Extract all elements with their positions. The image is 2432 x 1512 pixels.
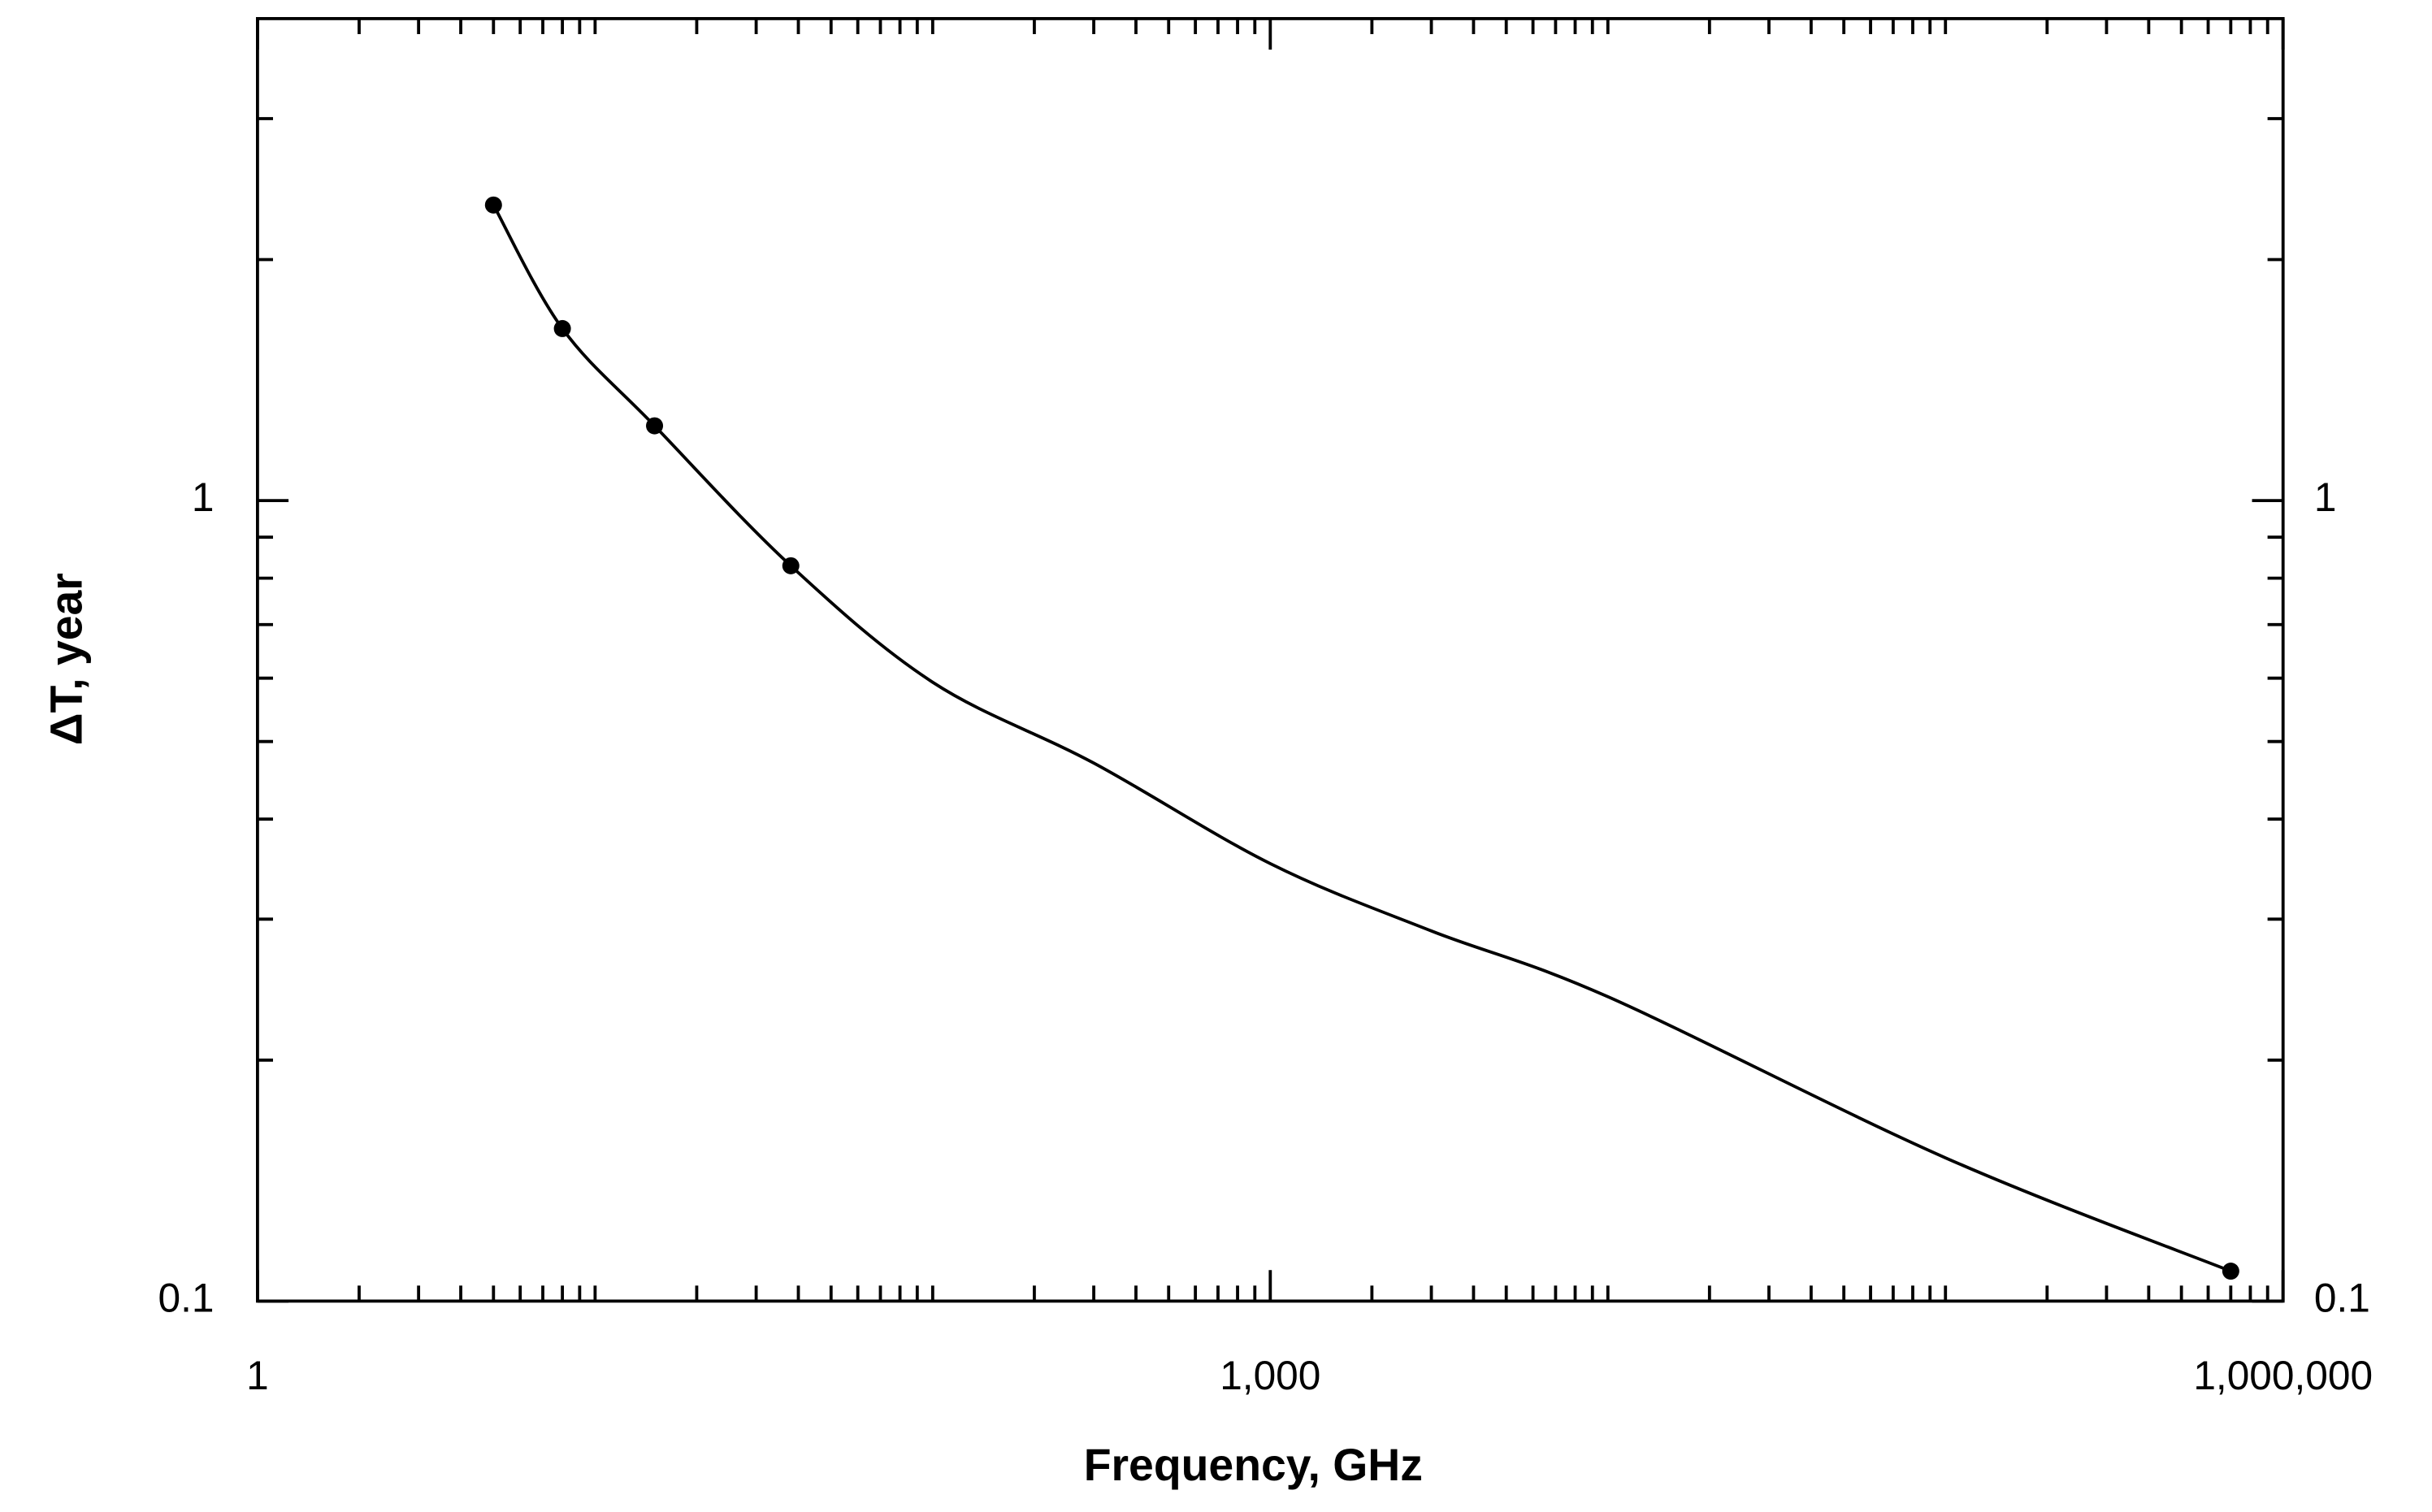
y2-tick-label: 0.1 xyxy=(2314,1276,2370,1321)
y-tick-label: 0.1 xyxy=(158,1276,214,1321)
plot-frame xyxy=(256,16,2285,1303)
data-point xyxy=(646,417,664,435)
data-point xyxy=(2222,1263,2239,1280)
x-tick-label: 1,000,000 xyxy=(2193,1353,2373,1398)
y-tick-label: 1 xyxy=(192,474,215,520)
data-line xyxy=(492,204,2232,1273)
y-axis-label: ΔT, year xyxy=(41,573,92,745)
data-point xyxy=(782,557,800,574)
x-tick-label: 1,000 xyxy=(1220,1353,1320,1398)
x-tick-label: 1 xyxy=(246,1353,269,1398)
y2-tick-label: 1 xyxy=(2314,474,2337,520)
data-point xyxy=(484,196,502,214)
data-point xyxy=(553,319,571,337)
x-axis-label: Frequency, GHz xyxy=(1084,1440,1423,1490)
